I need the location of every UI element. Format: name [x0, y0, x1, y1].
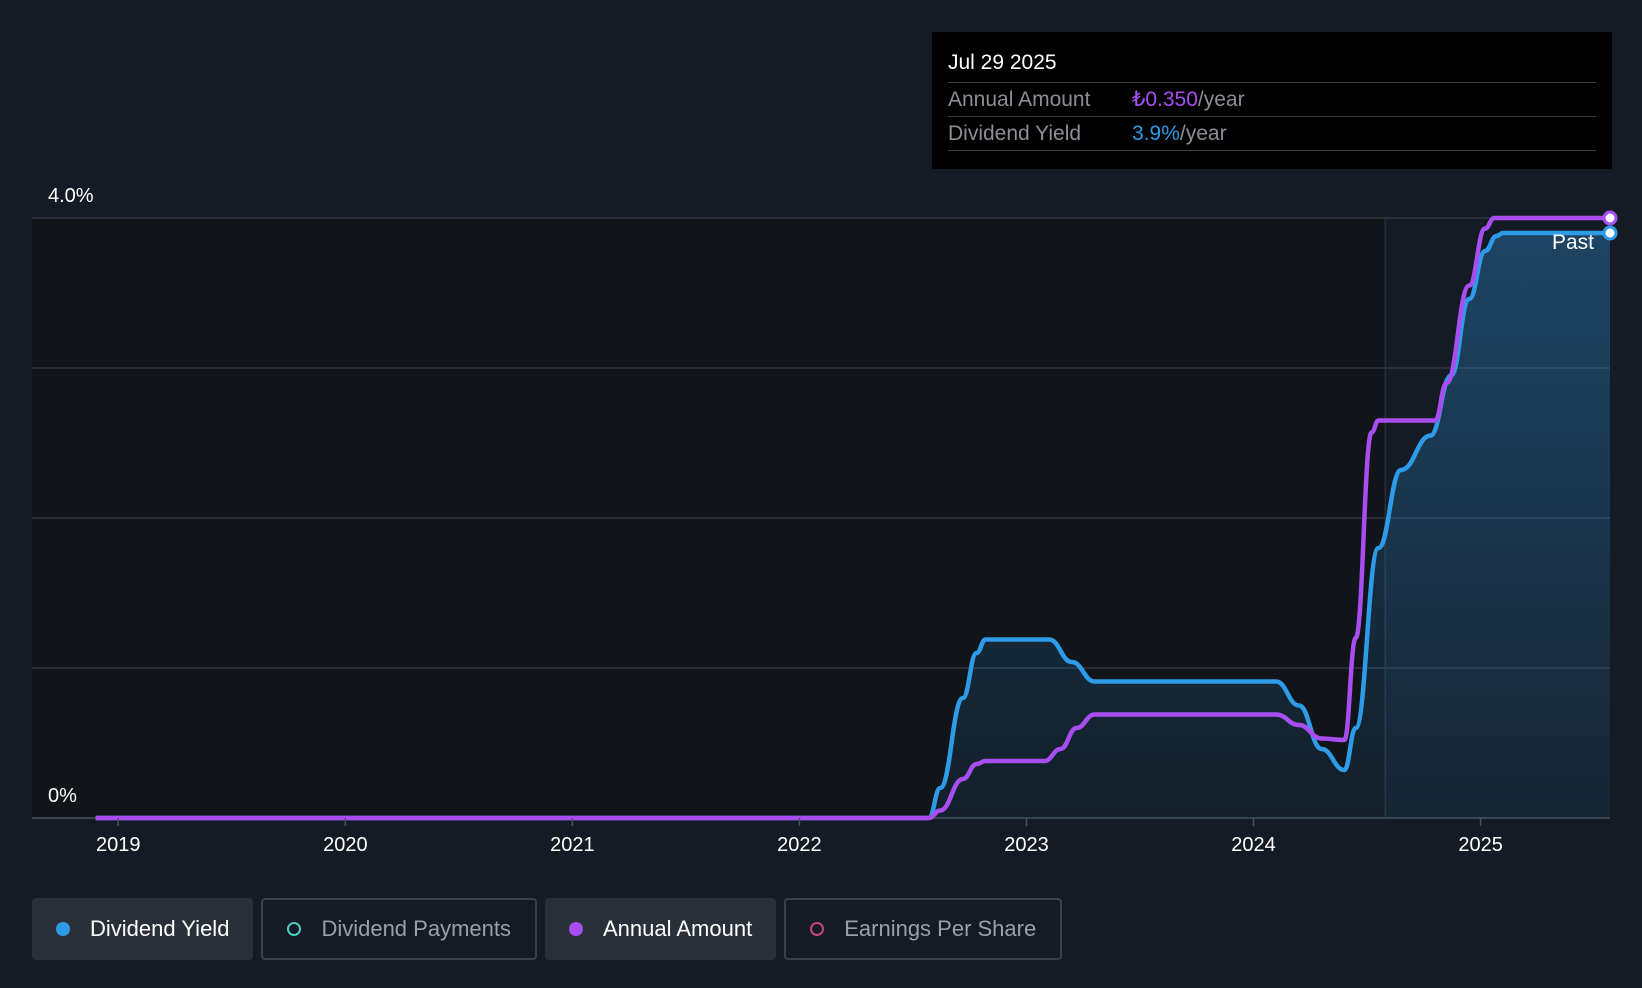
tooltip-annual-label: Annual Amount — [948, 88, 1091, 111]
y-tick-label-bottom: 0% — [48, 785, 77, 807]
x-tick-label: 2024 — [1231, 834, 1276, 856]
tooltip-yield-value-wrap: 3.9%/year — [1132, 117, 1227, 150]
x-tick-label: 2019 — [96, 834, 141, 856]
tooltip-annual-value: ₺0.350 — [1132, 88, 1198, 111]
tooltip-annual-row: Annual Amount ₺0.350/year — [948, 83, 1596, 117]
x-tick-label: 2023 — [1004, 834, 1049, 856]
x-tick-label: 2022 — [777, 834, 822, 856]
tooltip-panel: Jul 29 2025 Annual Amount ₺0.350/year Di… — [932, 32, 1612, 169]
line-layer — [95, 215, 1610, 821]
legend-dividend-yield-label: Dividend Yield — [90, 916, 230, 941]
tooltip-annual-value-wrap: ₺0.350/year — [1132, 83, 1245, 116]
tooltip-annual-unit: /year — [1197, 88, 1245, 111]
annual-amount-line — [95, 215, 1610, 821]
tick-layer: 2019 2020 2021 2022 2023 2024 2025 4.0% 0% — [48, 185, 1503, 856]
legend-earnings-per-share-label: Earnings Per Share — [844, 916, 1037, 941]
legend-dividend-yield-dot-icon — [56, 922, 70, 936]
legend-dividend-payments-label: Dividend Payments — [321, 916, 511, 941]
legend-bar: Dividend Yield Dividend Payments Annual … — [32, 898, 1063, 960]
legend-dividend-payments-button[interactable]: Dividend Payments — [261, 898, 537, 960]
legend-annual-amount-dot-icon — [568, 922, 583, 936]
x-tick-label: 2020 — [323, 834, 368, 856]
tooltip-yield-row: Dividend Yield 3.9%/year — [948, 117, 1596, 151]
x-tick-label: 2021 — [550, 834, 595, 856]
tooltip-yield-unit: /year — [1179, 122, 1227, 145]
annual-amount-end-marker — [1602, 210, 1618, 226]
legend-earnings-per-share-dot-icon — [810, 922, 825, 936]
tooltip-yield-value: 3.9% — [1132, 122, 1180, 145]
legend-annual-amount-button[interactable]: Annual Amount — [544, 898, 777, 960]
legend-dividend-payments-dot-icon — [287, 922, 302, 936]
x-tick-label: 2025 — [1458, 834, 1503, 856]
past-label: Past — [1552, 231, 1594, 254]
dividend-yield-area — [95, 233, 1611, 818]
end-markers — [1602, 210, 1618, 241]
area-layer — [95, 233, 1611, 818]
tooltip-yield-label: Dividend Yield — [948, 122, 1082, 145]
dividend-yield-line — [95, 230, 1610, 821]
legend-annual-amount-label: Annual Amount — [602, 916, 753, 941]
tooltip-date: Jul 29 2025 — [948, 48, 1596, 83]
y-tick-label-top: 4.0% — [48, 185, 94, 207]
dividend-yield-end-marker — [1602, 225, 1618, 241]
legend-dividend-yield-button[interactable]: Dividend Yield — [32, 898, 254, 960]
legend-earnings-per-share-button[interactable]: Earnings Per Share — [784, 898, 1063, 960]
